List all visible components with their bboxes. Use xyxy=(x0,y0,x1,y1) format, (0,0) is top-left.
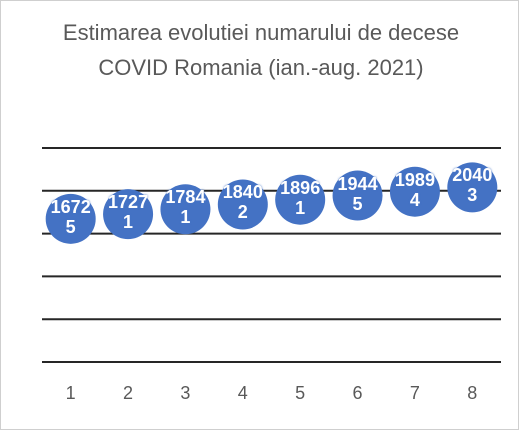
x-tick-label: 3 xyxy=(180,383,190,403)
chart-title: Estimarea evolutiei numarului de decese … xyxy=(62,20,460,80)
x-tick-label: 2 xyxy=(123,383,133,403)
x-tick-label: 8 xyxy=(467,383,477,403)
bubble xyxy=(45,193,96,244)
bubble xyxy=(275,174,326,225)
x-tick-label: 7 xyxy=(410,383,420,403)
x-tick-label: 4 xyxy=(238,383,248,403)
x-tick-label: 1 xyxy=(66,383,76,403)
data-label: 16725 xyxy=(50,196,91,237)
bubble xyxy=(160,184,211,235)
data-label: 19445 xyxy=(337,173,378,214)
bubble xyxy=(217,179,268,230)
data-label: 19894 xyxy=(394,169,435,210)
x-tick-label: 5 xyxy=(295,383,305,403)
data-label: 20403 xyxy=(452,165,493,206)
bubble xyxy=(447,162,498,213)
bubble xyxy=(389,166,440,217)
bubble xyxy=(332,170,383,221)
data-label: 18961 xyxy=(280,177,321,218)
data-label: 17271 xyxy=(108,192,149,233)
bubble xyxy=(103,189,154,240)
data-label: 18402 xyxy=(222,182,263,223)
data-label: 17841 xyxy=(165,187,206,228)
x-tick-label: 6 xyxy=(353,383,363,403)
